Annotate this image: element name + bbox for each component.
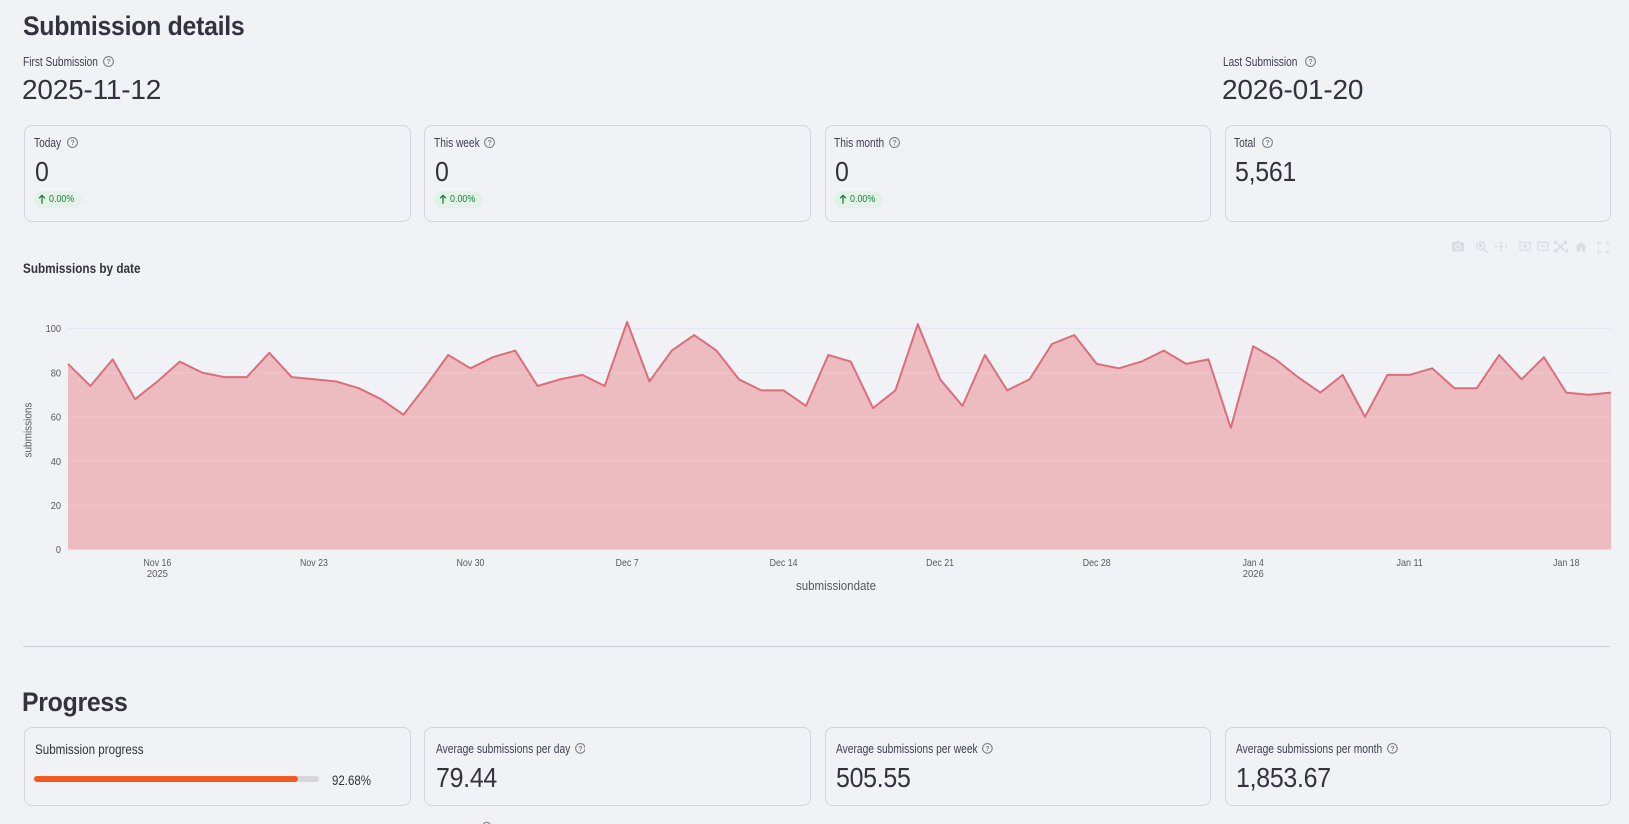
svg-text:80: 80 xyxy=(51,367,61,379)
svg-text:Nov 30: Nov 30 xyxy=(457,557,485,569)
svg-text:?: ? xyxy=(893,140,897,147)
svg-text:?: ? xyxy=(106,59,110,66)
svg-text:?: ? xyxy=(578,746,582,753)
svg-text:Jan 11: Jan 11 xyxy=(1397,557,1424,569)
svg-text:?: ? xyxy=(1308,59,1312,66)
svg-text:Dec 28: Dec 28 xyxy=(1083,557,1111,569)
svg-text:Jan 18: Jan 18 xyxy=(1553,557,1580,569)
svg-text:0: 0 xyxy=(56,544,61,556)
svg-text:40: 40 xyxy=(51,456,61,468)
svg-text:2025: 2025 xyxy=(147,568,168,580)
svg-text:2026: 2026 xyxy=(1243,568,1264,580)
svg-text:submissions: submissions xyxy=(23,402,35,457)
svg-text:?: ? xyxy=(986,746,990,753)
svg-text:60: 60 xyxy=(51,412,61,424)
svg-text:?: ? xyxy=(70,140,74,147)
svg-text:100: 100 xyxy=(46,323,62,335)
svg-text:Dec 14: Dec 14 xyxy=(770,557,798,569)
svg-text:?: ? xyxy=(1265,140,1269,147)
svg-text:?: ? xyxy=(488,140,492,147)
svg-text:20: 20 xyxy=(51,500,61,512)
svg-text:Nov 16: Nov 16 xyxy=(143,557,171,569)
svg-text:?: ? xyxy=(1390,746,1394,753)
svg-text:Jan 4: Jan 4 xyxy=(1242,557,1264,569)
svg-text:Dec 21: Dec 21 xyxy=(926,557,954,569)
svg-text:Nov 23: Nov 23 xyxy=(300,557,328,569)
svg-text:submissiondate: submissiondate xyxy=(796,579,876,593)
svg-text:Dec 7: Dec 7 xyxy=(616,557,639,569)
